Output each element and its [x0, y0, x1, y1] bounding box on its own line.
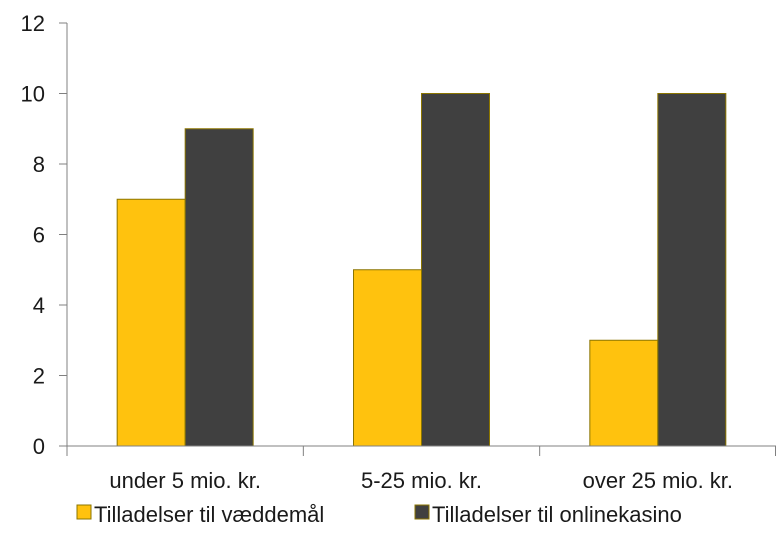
bar-onlinekasino	[421, 93, 490, 447]
y-axis-ticks: 0 2 4 6 8 10 12	[21, 11, 67, 459]
legend-label: Tilladelser til væddemål	[94, 502, 324, 527]
x-tick-label: under 5 mio. kr.	[109, 468, 261, 493]
legend-swatch	[76, 504, 92, 520]
bar-vaeddemaal	[589, 339, 659, 447]
y-tick-label: 2	[33, 364, 45, 389]
x-axis-tick-labels: under 5 mio. kr. 5-25 mio. kr. over 25 mio…	[109, 468, 733, 493]
x-tick-label: over 25 mio. kr.	[583, 468, 733, 493]
bar-vaeddemaal	[353, 269, 422, 447]
bar-vaeddemaal	[116, 198, 186, 447]
bar-onlinekasino	[184, 128, 254, 447]
legend-swatch	[414, 504, 430, 520]
legend: Tilladelser til væddemål Tilladelser til …	[76, 502, 682, 527]
bar-onlinekasino	[657, 93, 727, 447]
x-tick-label: 5-25 mio. kr.	[361, 468, 482, 493]
y-tick-label: 12	[21, 11, 45, 36]
y-tick-label: 6	[33, 223, 45, 248]
y-tick-label: 10	[21, 82, 45, 107]
y-tick-label: 8	[33, 152, 45, 177]
y-tick-label: 4	[33, 293, 45, 318]
y-tick-label: 0	[33, 434, 45, 459]
legend-label: Tilladelser til onlinekasino	[432, 502, 682, 527]
bars	[116, 93, 727, 447]
